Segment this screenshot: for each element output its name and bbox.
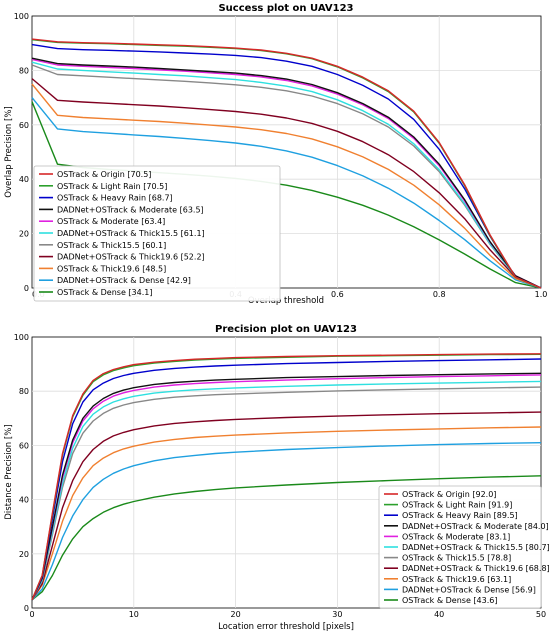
legend-entry: OSTrack & Thick19.6 [48.5] — [57, 264, 166, 273]
precision-chart-title: Precision plot on UAV123 — [215, 324, 357, 335]
series-line — [31, 411, 542, 601]
precision-chart: Precision plot on UAV123 0 10 20 30 40 50 0 20 4… — [4, 324, 550, 632]
legend-entry: DADNet+OSTrack & Dense [42.9] — [57, 276, 191, 285]
y-tick-label: 100 — [14, 333, 29, 342]
y-tick-label: 20 — [19, 230, 29, 239]
x-tick-label: 30 — [332, 610, 342, 619]
legend-entry: DADNet+OSTrack & Thick19.6 [52.2] — [57, 253, 205, 262]
legend-entry: OSTrack & Light Rain [91.9] — [402, 501, 512, 510]
x-tick-label: 10 — [129, 610, 139, 619]
y-tick-label: 0 — [24, 604, 29, 613]
precision-tick-labels: 0 10 20 30 40 50 0 20 40 60 80 100 — [14, 333, 546, 619]
legend-entry: DADNet+OSTrack & Dense [56.9] — [402, 585, 536, 594]
legend-entry: OSTrack & Light Rain [70.5] — [57, 182, 167, 191]
x-tick-label: 20 — [231, 610, 241, 619]
series-line — [31, 358, 542, 601]
legend-entry: DADNet+OSTrack & Thick15.5 [61.1] — [57, 229, 205, 238]
x-tick-label: 0 — [29, 610, 34, 619]
y-tick-label: 0 — [24, 284, 29, 293]
precision-legend: OSTrack & Origin [92.0] OSTrack & Light R… — [378, 485, 550, 609]
success-x-axis-label: Overlap threshold — [248, 296, 324, 306]
legend-entry: OSTrack & Origin [92.0] — [402, 490, 496, 499]
series-line — [31, 64, 542, 289]
series-line — [31, 58, 542, 289]
y-tick-label: 60 — [19, 441, 29, 450]
series-line — [31, 386, 542, 601]
y-tick-label: 40 — [19, 175, 29, 184]
series-line — [31, 61, 542, 289]
series-line — [31, 426, 542, 601]
series-line — [31, 442, 542, 601]
y-tick-label: 100 — [14, 12, 29, 21]
series-line — [31, 353, 542, 601]
legend-entry: OSTrack & Thick15.5 [60.1] — [57, 241, 166, 250]
series-line — [31, 97, 542, 289]
legend-entry: OSTrack & Dense [34.1] — [57, 288, 152, 297]
precision-lines — [31, 353, 542, 601]
y-tick-label: 40 — [19, 496, 29, 505]
legend-entry: DADNet+OSTrack & Thick15.5 [80.7] — [402, 543, 550, 552]
legend-entry: DADNet+OSTrack & Moderate [84.0] — [402, 522, 549, 531]
legend-entry: OSTrack & Thick15.5 [78.8] — [402, 554, 511, 563]
legend-entry: DADNet+OSTrack & Thick19.6 [68.8] — [402, 564, 550, 573]
series-line — [31, 57, 542, 289]
success-chart-title: Success plot on UAV123 — [218, 3, 353, 14]
x-tick-label: 40 — [434, 610, 444, 619]
series-line — [31, 374, 542, 601]
legend-entry: DADNet+OSTrack & Moderate [63.5] — [57, 205, 204, 214]
legend-box — [33, 165, 281, 302]
x-tick-label: 1.0 — [535, 290, 548, 299]
legend-entry: OSTrack & Moderate [83.1] — [402, 532, 510, 541]
x-tick-label: 0.8 — [433, 290, 446, 299]
success-legend: OSTrack & Origin [70.5] OSTrack & Light R… — [33, 165, 281, 302]
y-tick-label: 60 — [19, 121, 29, 130]
series-line — [31, 78, 542, 289]
legend-entry: OSTrack & Thick19.6 [63.1] — [402, 575, 511, 584]
series-line — [31, 380, 542, 601]
series-line — [31, 372, 542, 601]
legend-entry: OSTrack & Origin [70.5] — [57, 170, 151, 179]
legend-box — [378, 485, 542, 609]
series-line — [31, 43, 542, 289]
precision-y-axis-label: Distance Precision [%] — [4, 424, 14, 519]
series-line — [31, 475, 542, 601]
y-tick-label: 20 — [19, 550, 29, 559]
x-tick-label: 50 — [536, 610, 546, 619]
series-line — [31, 83, 542, 289]
x-tick-label: 0.6 — [331, 290, 344, 299]
legend-entry: OSTrack & Dense [43.6] — [402, 596, 497, 605]
success-chart: Success plot on UAV123 0.00.20.40.60.81.… — [4, 3, 547, 306]
series-line — [31, 38, 542, 289]
legend-entry: OSTrack & Moderate [63.4] — [57, 217, 165, 226]
y-tick-label: 80 — [19, 66, 29, 75]
success-y-axis-label: Overlap Precision [%] — [4, 106, 14, 197]
legend-entry: OSTrack & Heavy Rain [68.7] — [57, 194, 173, 203]
precision-x-axis-label: Location error threshold [pixels] — [218, 622, 354, 632]
legend-entry: OSTrack & Heavy Rain [89.5] — [402, 511, 518, 520]
y-tick-label: 80 — [19, 387, 29, 396]
